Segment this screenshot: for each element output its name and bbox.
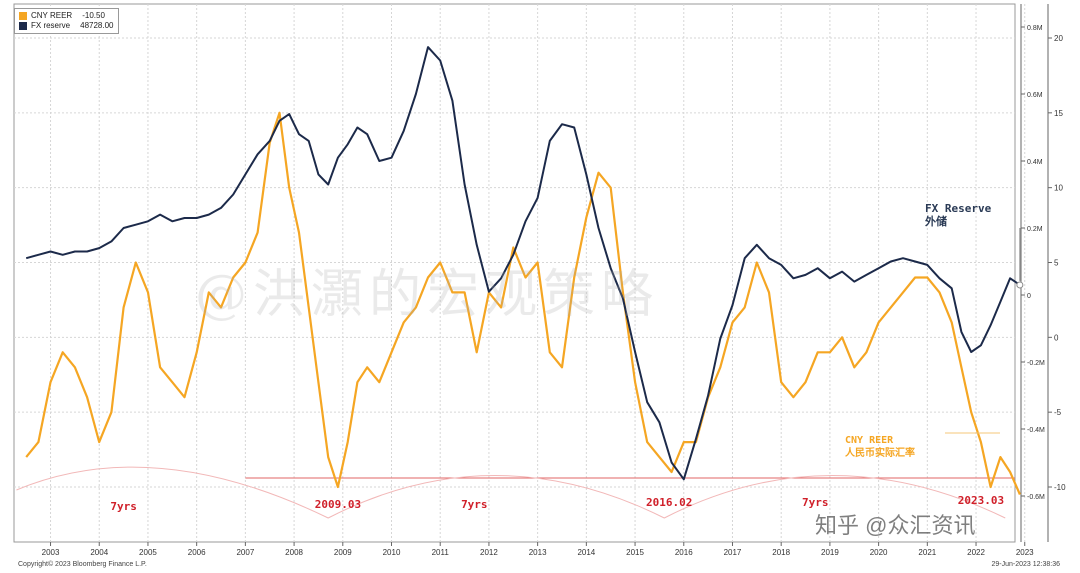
inner-tick-label: 0.4M (1027, 159, 1043, 166)
x-tick-label: 2013 (529, 548, 547, 557)
x-tick-label: 2020 (870, 548, 888, 557)
legend-value-cny-reer: -10.50 (82, 11, 105, 20)
fx-end-marker (1016, 281, 1024, 289)
x-tick-label: 2018 (772, 548, 790, 557)
legend-item-fx-reserve: FX reserve 48728.00 (19, 21, 114, 31)
low-date-label: 2023.03 (958, 494, 1004, 507)
x-tick-label: 2017 (724, 548, 742, 557)
x-tick-label: 2004 (90, 548, 108, 557)
legend-swatch-cny-reer (19, 12, 27, 20)
cycle-label: 7yrs (110, 500, 137, 513)
cny-reer-annotation-zh: 人民币实际汇率 (845, 446, 915, 459)
fx-reserve-line (25, 46, 1021, 481)
legend-label-cny-reer: CNY REER (31, 11, 73, 20)
legend-item-cny-reer: CNY REER -10.50 (19, 11, 114, 21)
outer-tick-label: -5 (1054, 408, 1062, 417)
x-tick-label: 2006 (188, 548, 206, 557)
cny-reer-annotation: CNY REER (845, 435, 894, 446)
legend-value-fx-reserve: 48728.00 (80, 21, 114, 30)
cny-reer-line (25, 111, 1021, 495)
outer-tick-label: 20 (1054, 34, 1063, 43)
x-tick-label: 2005 (139, 548, 157, 557)
x-tick-label: 2022 (967, 548, 985, 557)
legend-swatch-fx-reserve (19, 22, 27, 30)
outer-tick-label: 0 (1054, 333, 1059, 342)
low-date-label: 2009.03 (315, 498, 361, 511)
inner-tick-label: 0.2M (1027, 226, 1043, 233)
x-tick-label: 2015 (626, 548, 644, 557)
inner-tick-label: 0 (1027, 293, 1031, 300)
outer-tick-label: 5 (1054, 259, 1059, 268)
x-tick-label: 2021 (918, 548, 936, 557)
x-tick-label: 2014 (577, 548, 595, 557)
x-tick-label: 2007 (236, 548, 254, 557)
zhihu-watermark: 知乎 @众汇资讯 (815, 513, 976, 538)
outer-tick-label: 10 (1054, 184, 1063, 193)
low-date-label: 2016.02 (646, 496, 692, 509)
watermark: @洪灝的宏观策略 (195, 265, 660, 325)
x-tick-label: 2016 (675, 548, 693, 557)
cycle-label: 7yrs (802, 496, 829, 509)
inner-tick-label: -0.2M (1027, 360, 1045, 367)
outer-tick-label: -10 (1054, 483, 1066, 492)
inner-tick-label: 0.8M (1027, 25, 1043, 32)
legend: CNY REER -10.50 FX reserve 48728.00 (14, 8, 119, 34)
inner-tick-label: -0.6M (1027, 494, 1045, 501)
legend-label-fx-reserve: FX reserve (31, 21, 71, 30)
fx-reserve-annotation-zh: 外储 (924, 214, 947, 228)
timestamp-text: 29-Jun-2023 12:38:36 (991, 561, 1061, 568)
x-tick-label: 2010 (383, 548, 401, 557)
cycle-label: 7yrs (461, 498, 488, 511)
x-tick-label: 2003 (42, 548, 60, 557)
x-tick-label: 2011 (432, 548, 450, 557)
fx-reserve-annotation: FX Reserve (925, 202, 992, 215)
x-tick-label: 2012 (480, 548, 498, 557)
cycle-arcs (16, 466, 1006, 519)
x-tick-label: 2009 (334, 548, 352, 557)
x-tick-label: 2008 (285, 548, 303, 557)
inner-tick-label: -0.4M (1027, 427, 1045, 434)
copyright-text: Copyright© 2023 Bloomberg Finance L.P. (18, 561, 147, 568)
inner-tick-label: 0.6M (1027, 92, 1043, 99)
outer-tick-label: 15 (1054, 109, 1063, 118)
x-tick-label: 2019 (821, 548, 839, 557)
x-tick-label: 2023 (1016, 548, 1034, 557)
plot-frame (13, 3, 1016, 543)
